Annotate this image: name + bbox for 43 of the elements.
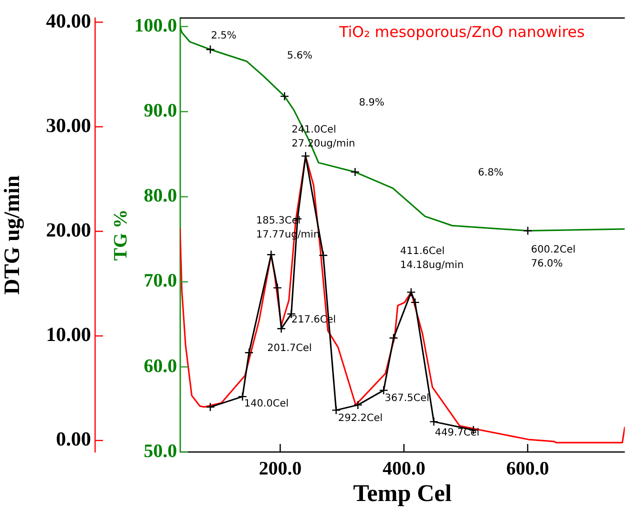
point (388, 333, 398, 343)
annotation: 6.8% (478, 168, 504, 179)
annotation: 8.9% (359, 98, 384, 109)
point (379, 386, 388, 395)
y2-tick-label: 100.0 (134, 15, 177, 36)
y-tick-label: 0.00 (56, 428, 91, 451)
point (206, 44, 215, 54)
y-tick-label: 20.00 (46, 220, 91, 242)
y-tick-label: 10.00 (46, 324, 91, 346)
annotation: 600.2Cel 76.0% (531, 244, 576, 270)
x-tick-label: 600.0 (506, 458, 550, 480)
x-axis-title: Temp Cel (353, 480, 452, 507)
chart-title: TiO₂ mesoporous/ZnO nanowires (338, 22, 585, 41)
annotation: 292.2Cel (338, 412, 383, 424)
y-axis-title: DTG ug/min (0, 175, 24, 295)
point (266, 250, 276, 260)
point (406, 288, 416, 297)
y-tick-label: 30.00 (46, 114, 91, 137)
point (523, 226, 532, 236)
point (410, 298, 420, 308)
point (350, 167, 360, 177)
annotation: 411.6Cel 14.18ug/min (400, 246, 464, 271)
annotation: 201.7Cel (267, 343, 312, 354)
y-tick-label: 40.00 (46, 10, 91, 32)
point (280, 92, 290, 101)
y2-tick-label: 70.0 (144, 270, 177, 292)
y2-tick-label: 50.0 (144, 440, 177, 462)
y2-tick-label: 80.0 (144, 186, 177, 207)
y2-axis-title: TG % (110, 209, 132, 261)
y2-tick-label: 90.0 (144, 100, 177, 122)
annotation: 140.0Cel (244, 398, 289, 410)
x-tick-label: 400.0 (382, 458, 426, 480)
point (353, 400, 363, 410)
point (244, 348, 254, 358)
y2-tick-label: 60.0 (144, 356, 177, 377)
point (276, 324, 286, 334)
x-tick-label: 200.0 (258, 458, 302, 480)
point (272, 283, 282, 292)
annotation: 2.5% (211, 30, 236, 42)
annotation: 367.5Cel (384, 393, 430, 404)
point (332, 406, 341, 415)
point (206, 402, 215, 412)
annotation: 5.6% (287, 50, 312, 62)
